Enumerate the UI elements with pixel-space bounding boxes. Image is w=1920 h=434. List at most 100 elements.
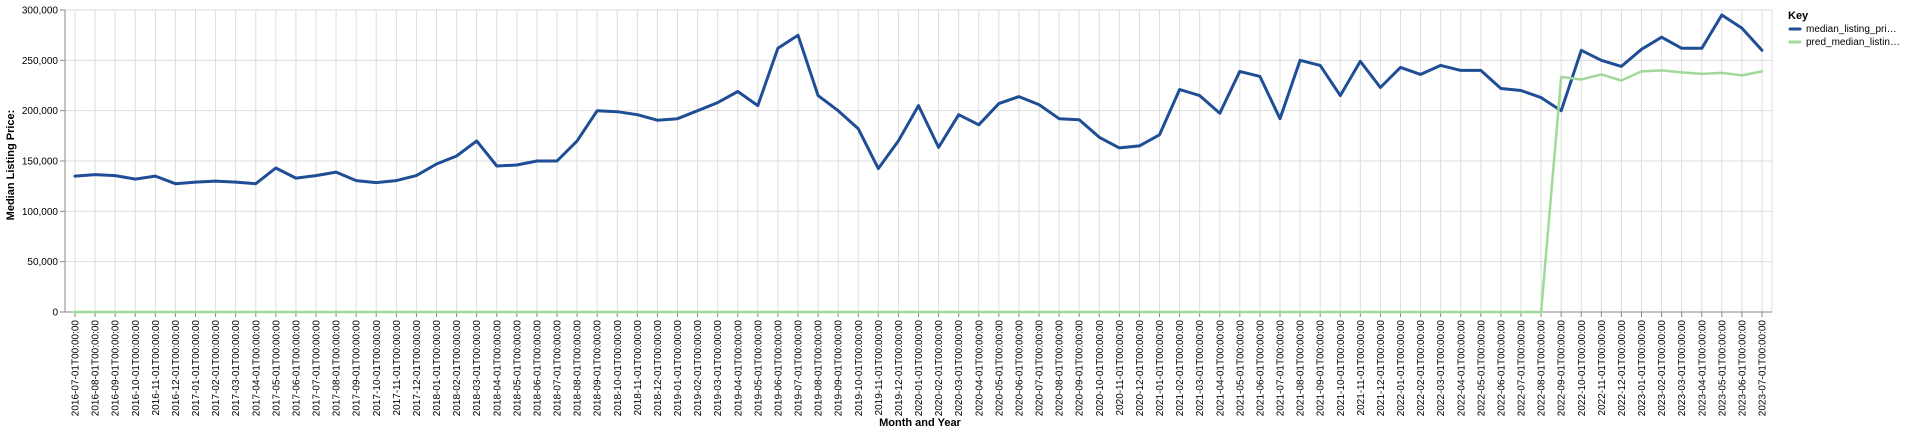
x-tick-label: 2021-12-01T00:00:00 (1376, 320, 1387, 417)
series-layer (73, 13, 1764, 314)
y-tick-label: 0 (52, 308, 58, 319)
x-tick-label: 2021-10-01T00:00:00 (1336, 320, 1347, 417)
x-tick-label: 2018-01-01T00:00:00 (432, 320, 443, 417)
y-axis: 0 50,000 100,000 150,000 200,000 250,000 300,0… (22, 6, 66, 319)
x-tick-label: 2022-03-01T00:00:00 (1436, 320, 1447, 417)
legend: Key median_listing_pri… pred_median_listi… (1788, 10, 1900, 48)
x-tick-label: 2018-07-01T00:00:00 (553, 320, 564, 417)
x-tick-label: 2023-05-01T00:00:00 (1717, 320, 1728, 417)
x-tick-label: 2023-02-01T00:00:00 (1657, 320, 1668, 417)
x-tick-label: 2019-10-01T00:00:00 (854, 320, 865, 417)
x-tick-label: 2018-08-01T00:00:00 (573, 320, 584, 417)
x-tick-label: 2019-11-01T00:00:00 (874, 320, 885, 416)
x-tick-label: 2017-07-01T00:00:00 (312, 320, 323, 417)
x-tick-label: 2022-12-01T00:00:00 (1617, 320, 1628, 417)
x-tick-label: 2016-12-01T00:00:00 (171, 320, 182, 417)
x-tick-label: 2021-03-01T00:00:00 (1195, 320, 1206, 417)
x-tick-label: 2022-06-01T00:00:00 (1496, 320, 1507, 417)
x-tick-label: 2019-08-01T00:00:00 (814, 320, 825, 417)
x-tick-label: 2017-11-01T00:00:00 (392, 320, 403, 416)
x-tick-label: 2020-08-01T00:00:00 (1055, 320, 1066, 417)
x-tick-label: 2019-07-01T00:00:00 (794, 320, 805, 417)
x-tick-label: 2017-04-01T00:00:00 (251, 320, 262, 417)
x-axis-title: Month and Year (879, 417, 961, 429)
x-tick-label: 2022-05-01T00:00:00 (1476, 320, 1487, 417)
x-tick-label: 2019-12-01T00:00:00 (894, 320, 905, 417)
x-tick-label: 2018-04-01T00:00:00 (492, 320, 503, 417)
x-tick-label: 2023-03-01T00:00:00 (1677, 320, 1688, 417)
x-tick-label: 2020-11-01T00:00:00 (1115, 320, 1126, 416)
x-tick-label: 2020-02-01T00:00:00 (934, 320, 945, 417)
series-line-2 (73, 69, 1764, 314)
x-tick-label: 2016-08-01T00:00:00 (91, 320, 102, 417)
x-tick-label: 2018-02-01T00:00:00 (452, 320, 463, 417)
x-tick-label: 2023-06-01T00:00:00 (1737, 320, 1748, 417)
x-tick-label: 2022-01-01T00:00:00 (1396, 320, 1407, 417)
x-tick-label: 2019-03-01T00:00:00 (713, 320, 724, 417)
x-tick-label: 2017-01-01T00:00:00 (191, 320, 202, 417)
x-tick-label: 2017-06-01T00:00:00 (291, 320, 302, 417)
x-tick-label: 2019-01-01T00:00:00 (673, 320, 684, 417)
x-tick-label: 2020-09-01T00:00:00 (1075, 320, 1086, 417)
x-tick-label: 2021-07-01T00:00:00 (1276, 320, 1287, 417)
x-tick-label: 2020-05-01T00:00:00 (994, 320, 1005, 417)
y-tick-label: 150,000 (22, 157, 59, 168)
x-tick-label: 2021-11-01T00:00:00 (1356, 320, 1367, 416)
x-tick-label: 2022-08-01T00:00:00 (1537, 320, 1548, 417)
y-axis-title: Median Listing Price: (5, 110, 17, 221)
x-tick-label: 2019-09-01T00:00:00 (834, 320, 845, 417)
x-axis: 2016-07-01T00:00:00 2016-08-01T00:00:00 20… (65, 311, 1772, 417)
x-tick-label: 2017-08-01T00:00:00 (332, 320, 343, 417)
x-tick-label: 2016-10-01T00:00:00 (131, 320, 142, 417)
x-tick-label: 2022-02-01T00:00:00 (1416, 320, 1427, 417)
x-tick-label: 2018-06-01T00:00:00 (532, 320, 543, 417)
legend-title: Key (1788, 10, 1809, 22)
x-tick-label: 2019-06-01T00:00:00 (773, 320, 784, 417)
y-tick-label: 200,000 (22, 106, 59, 117)
x-tick-label: 2016-09-01T00:00:00 (111, 320, 122, 417)
x-tick-label: 2020-03-01T00:00:00 (954, 320, 965, 417)
x-tick-label: 2023-04-01T00:00:00 (1697, 320, 1708, 417)
x-tick-label: 2020-12-01T00:00:00 (1135, 320, 1146, 417)
x-tick-label: 2017-03-01T00:00:00 (231, 320, 242, 417)
x-tick-label: 2019-04-01T00:00:00 (733, 320, 744, 417)
x-tick-label: 2021-01-01T00:00:00 (1155, 320, 1166, 417)
series-line-1 (73, 13, 1764, 186)
legend-label: pred_median_listin… (1806, 37, 1900, 48)
x-tick-label: 2021-05-01T00:00:00 (1235, 320, 1246, 417)
x-tick-label: 2023-01-01T00:00:00 (1637, 320, 1648, 417)
x-tick-label: 2021-02-01T00:00:00 (1175, 320, 1186, 417)
x-tick-label: 2018-10-01T00:00:00 (613, 320, 624, 417)
x-tick-label: 2021-04-01T00:00:00 (1215, 320, 1226, 417)
x-tick-label: 2017-10-01T00:00:00 (372, 320, 383, 417)
x-tick-label: 2021-09-01T00:00:00 (1316, 320, 1327, 417)
x-tick-label: 2022-11-01T00:00:00 (1597, 320, 1608, 416)
x-tick-label: 2019-05-01T00:00:00 (753, 320, 764, 417)
x-tick-label: 2017-05-01T00:00:00 (271, 320, 282, 417)
x-tick-label: 2018-12-01T00:00:00 (653, 320, 664, 417)
x-tick-label: 2018-09-01T00:00:00 (593, 320, 604, 417)
x-tick-label: 2019-02-01T00:00:00 (693, 320, 704, 417)
x-tick-label: 2022-09-01T00:00:00 (1557, 320, 1568, 417)
x-tick-label: 2020-07-01T00:00:00 (1035, 320, 1046, 417)
x-tick-label: 2016-11-01T00:00:00 (151, 320, 162, 416)
x-tick-label: 2017-02-01T00:00:00 (211, 320, 222, 417)
y-tick-label: 300,000 (22, 6, 59, 17)
x-tick-label: 2021-06-01T00:00:00 (1255, 320, 1266, 417)
x-tick-label: 2023-07-01T00:00:00 (1758, 320, 1769, 417)
x-tick-label: 2022-10-01T00:00:00 (1577, 320, 1588, 417)
x-tick-label: 2020-01-01T00:00:00 (914, 320, 925, 417)
legend-label: median_listing_pri… (1806, 24, 1897, 35)
x-tick-label: 2020-10-01T00:00:00 (1095, 320, 1106, 417)
x-tick-label: 2022-04-01T00:00:00 (1456, 320, 1467, 417)
y-tick-label: 250,000 (22, 56, 59, 67)
grid-lines (64, 9, 1773, 313)
x-tick-label: 2020-06-01T00:00:00 (1014, 320, 1025, 417)
x-tick-label: 2022-07-01T00:00:00 (1517, 320, 1528, 417)
x-tick-label: 2021-08-01T00:00:00 (1296, 320, 1307, 417)
y-tick-label: 100,000 (22, 207, 59, 218)
x-tick-label: 2020-04-01T00:00:00 (974, 320, 985, 417)
x-tick-label: 2017-09-01T00:00:00 (352, 320, 363, 417)
y-tick-label: 50,000 (27, 257, 58, 268)
